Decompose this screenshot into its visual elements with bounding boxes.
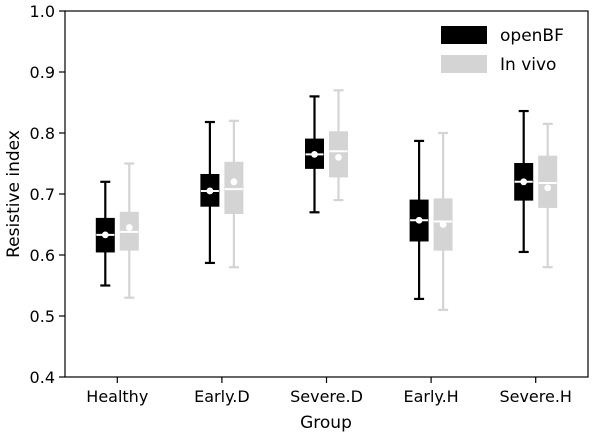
box-in-vivo-4: [538, 122, 558, 269]
mean-marker: [230, 178, 238, 186]
x-tick-label-2: Severe.D: [290, 387, 363, 406]
y-tick-label-3: 0.7: [30, 185, 55, 204]
x-tick-label-1: Early.D: [194, 387, 250, 406]
box-openbf-3: [409, 139, 429, 301]
y-tick-label-5: 0.9: [30, 63, 55, 82]
x-tick-label-0: Healthy: [86, 387, 148, 406]
y-tick-label-4: 0.8: [30, 124, 55, 143]
x-axis: Healthy Early.D Severe.D Early.H Severe.H: [86, 377, 572, 406]
box-body: [224, 161, 244, 215]
box-openbf-1: [200, 120, 220, 265]
y-axis-label: Resistive index: [4, 130, 24, 258]
mean-marker: [311, 150, 318, 158]
x-tick-label-4: Severe.H: [499, 387, 572, 406]
y-tick-label-6: 1.0: [30, 2, 55, 21]
y-tick-label-2: 0.6: [30, 246, 55, 265]
mean-marker: [415, 216, 423, 224]
legend: openBF In vivo: [441, 26, 564, 75]
x-tick-label-3: Early.H: [403, 387, 458, 406]
mean-marker: [520, 178, 528, 186]
box-openbf-0: [95, 180, 115, 287]
box-openbf-2: [305, 95, 324, 214]
y-tick-label-1: 0.5: [30, 307, 55, 326]
box-in-vivo-0: [119, 162, 139, 299]
y-axis: 0.4 0.5 0.6 0.7 0.8 0.9 1.0: [30, 2, 65, 387]
legend-label-openbf: openBF: [500, 26, 564, 46]
legend-label-in-vivo: In vivo: [500, 55, 556, 75]
legend-swatch-in-vivo: [441, 55, 487, 73]
y-tick-label-0: 0.4: [30, 368, 55, 387]
mean-marker: [439, 221, 447, 228]
plot-area: [95, 89, 558, 311]
mean-marker: [101, 231, 109, 239]
x-axis-label: Group: [300, 413, 352, 433]
mean-marker: [544, 184, 552, 192]
mean-marker: [125, 224, 133, 231]
legend-swatch-openbf: [441, 26, 487, 44]
box-in-vivo-2: [329, 89, 348, 202]
box-body: [538, 155, 558, 208]
mean-marker: [335, 154, 342, 161]
mean-marker: [206, 187, 214, 195]
box-in-vivo-3: [433, 131, 453, 311]
box-openbf-4: [514, 109, 534, 254]
box-in-vivo-1: [224, 119, 244, 269]
